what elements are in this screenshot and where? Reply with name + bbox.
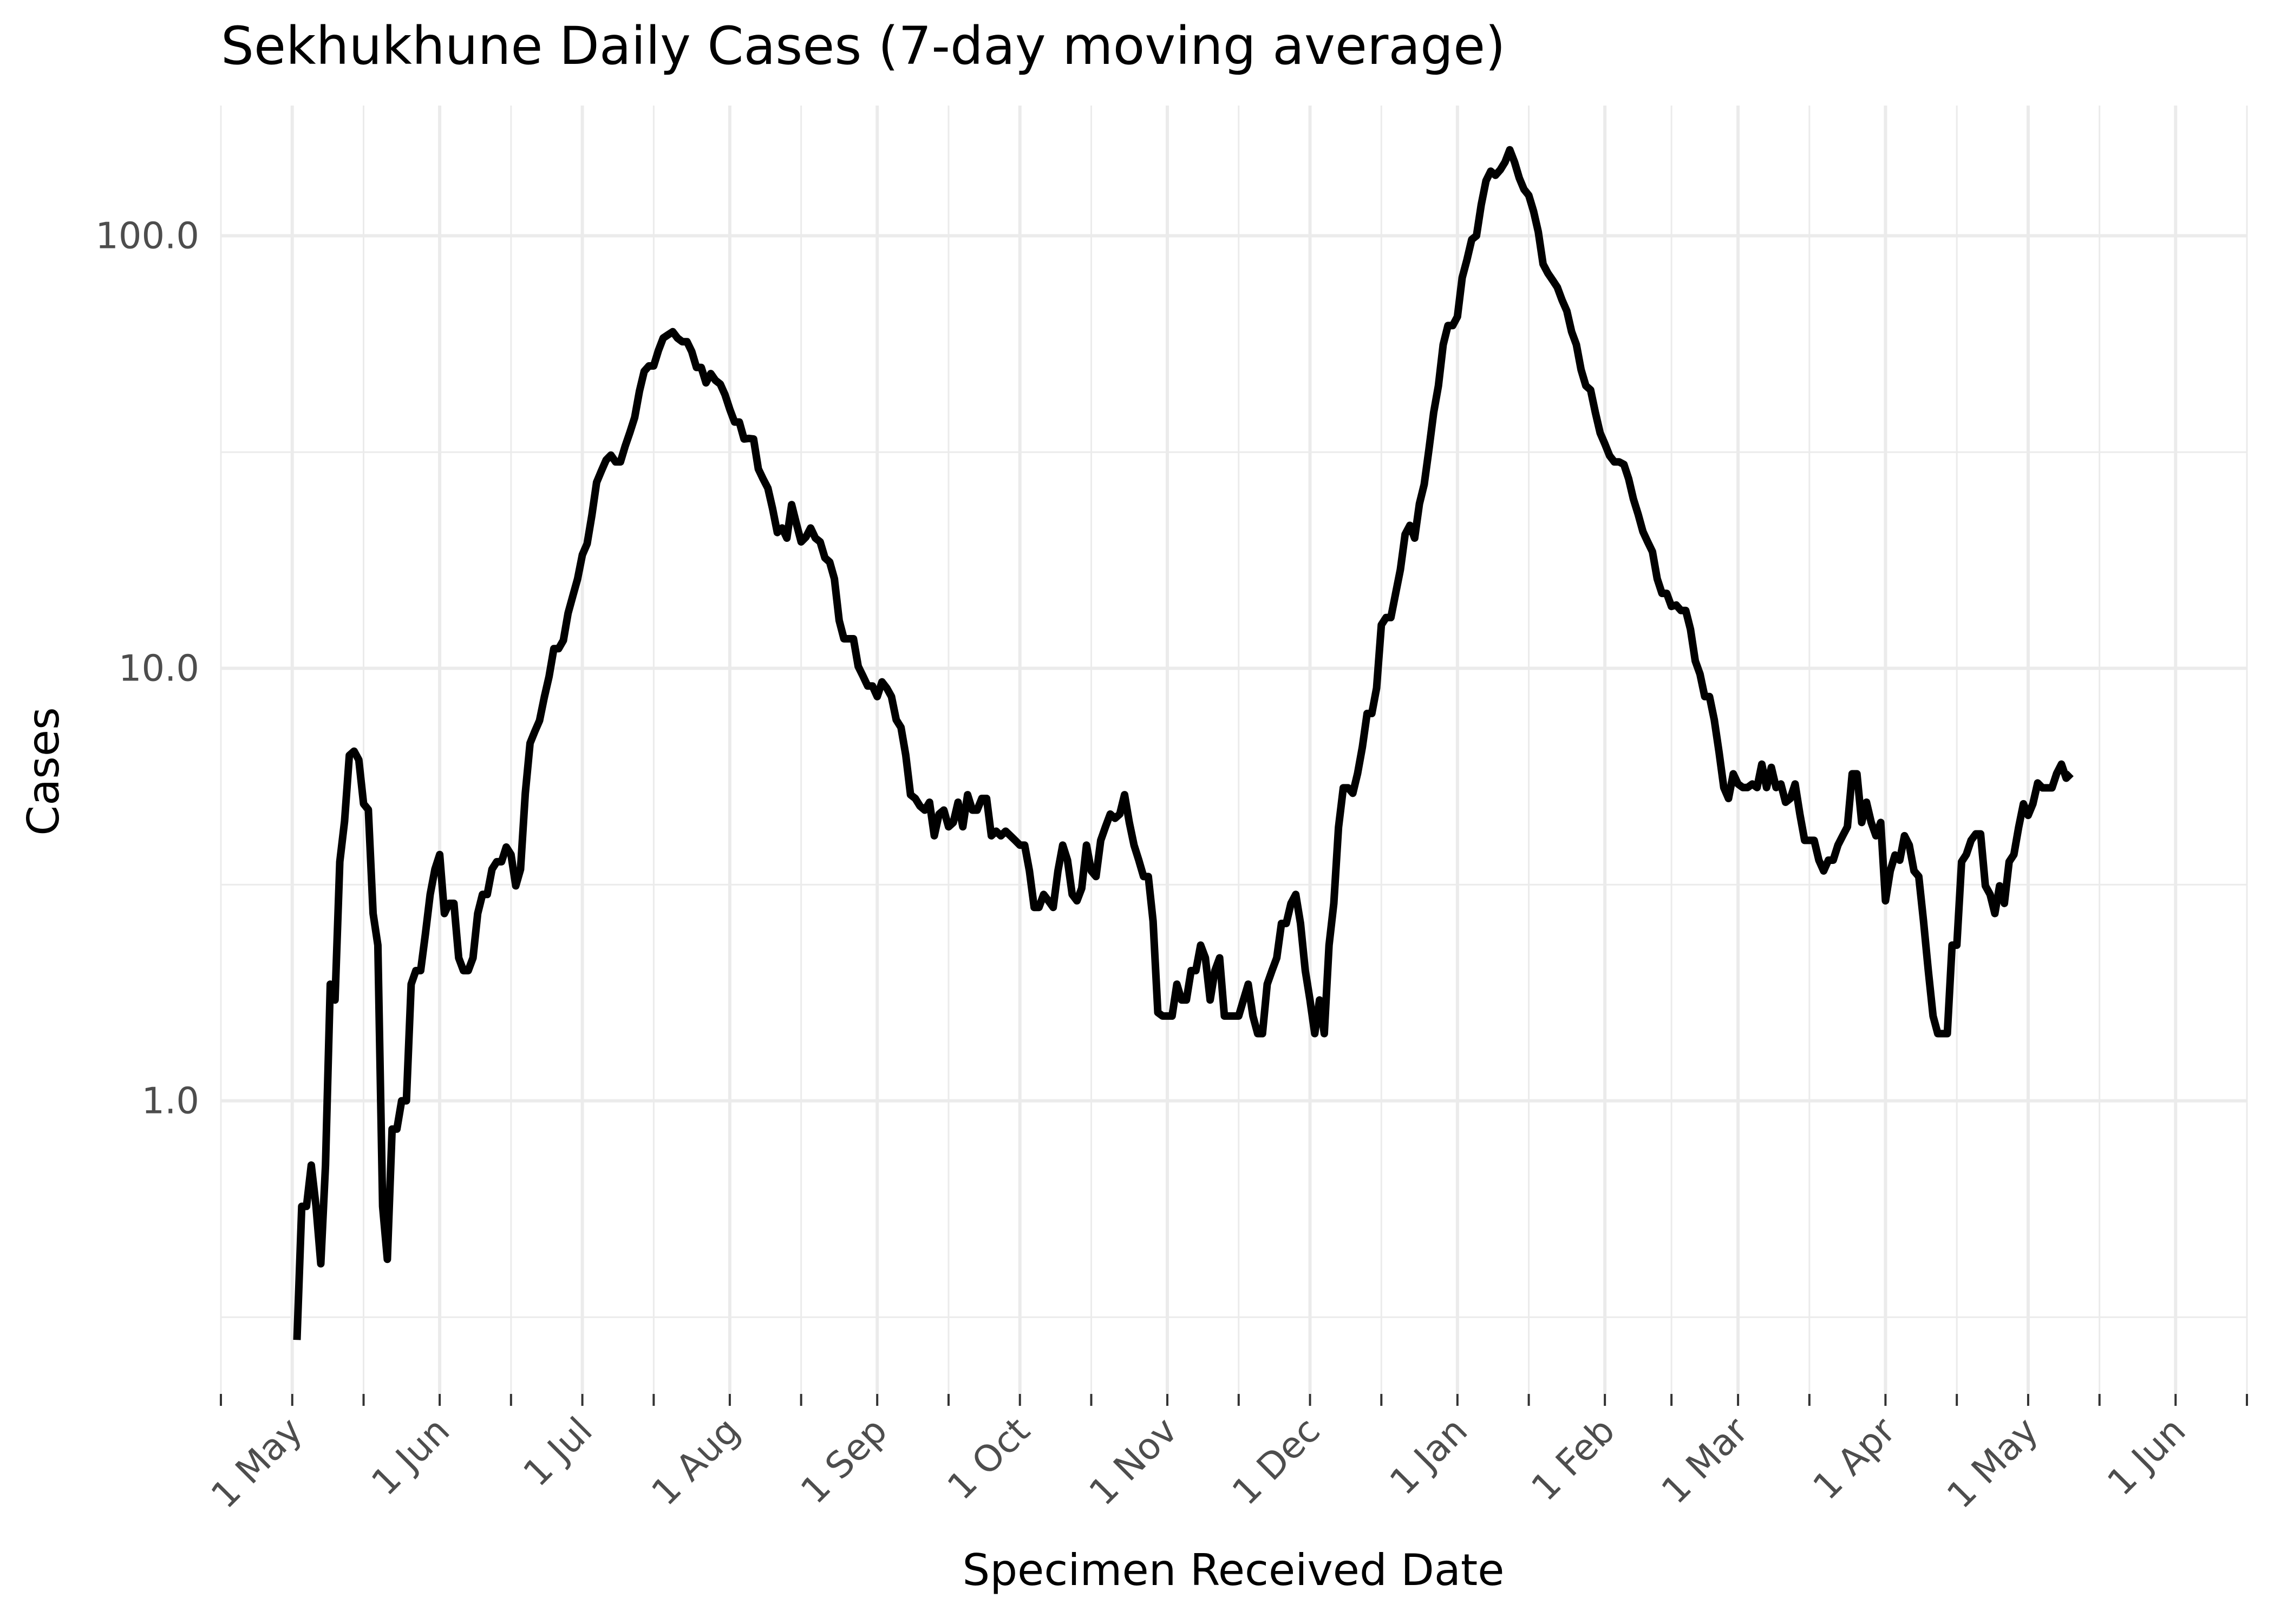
x-tick-label: 1 Jan xyxy=(1382,1409,1475,1503)
x-tick-label: 1 Apr xyxy=(1805,1409,1904,1508)
x-axis: 1 May 1 Jun 1 Jul 1 Aug 1 Sep 1 Oct 1 Nov 1 Dec… xyxy=(203,1394,2248,1516)
x-tick-label: 1 Feb xyxy=(1523,1409,1623,1509)
x-tick-label: 1 Jun xyxy=(363,1409,458,1503)
series-layer xyxy=(293,146,2074,1340)
x-tick-label: 1 Aug xyxy=(643,1409,748,1514)
y-tick-label: 1.0 xyxy=(141,1079,199,1122)
y-axis-title: Cases xyxy=(18,707,69,835)
x-tick-label: 1 May xyxy=(1939,1409,2046,1516)
x-axis-title: Specimen Received Date xyxy=(963,1545,1505,1595)
cases-line xyxy=(293,146,2074,1340)
x-tick-label: 1 Dec xyxy=(1224,1409,1328,1513)
x-tick-label: 1 Sep xyxy=(793,1409,896,1512)
x-tick-label: 1 Oct xyxy=(939,1409,1038,1508)
x-tick-label: 1 Jul xyxy=(515,1409,600,1495)
x-tick-label: 1 Nov xyxy=(1081,1409,1186,1514)
y-axis: 1.0 10.0 100.0 xyxy=(95,215,199,1122)
x-tick-label: 1 Jun xyxy=(2099,1409,2193,1503)
x-tick-label: 1 May xyxy=(203,1409,310,1516)
chart-title: Sekhukhune Daily Cases (7-day moving ave… xyxy=(221,16,1506,76)
grid xyxy=(220,106,2248,1394)
x-tick-label: 1 Mar xyxy=(1654,1409,1756,1512)
y-tick-label: 10.0 xyxy=(119,647,199,689)
y-tick-label: 100.0 xyxy=(95,215,199,257)
